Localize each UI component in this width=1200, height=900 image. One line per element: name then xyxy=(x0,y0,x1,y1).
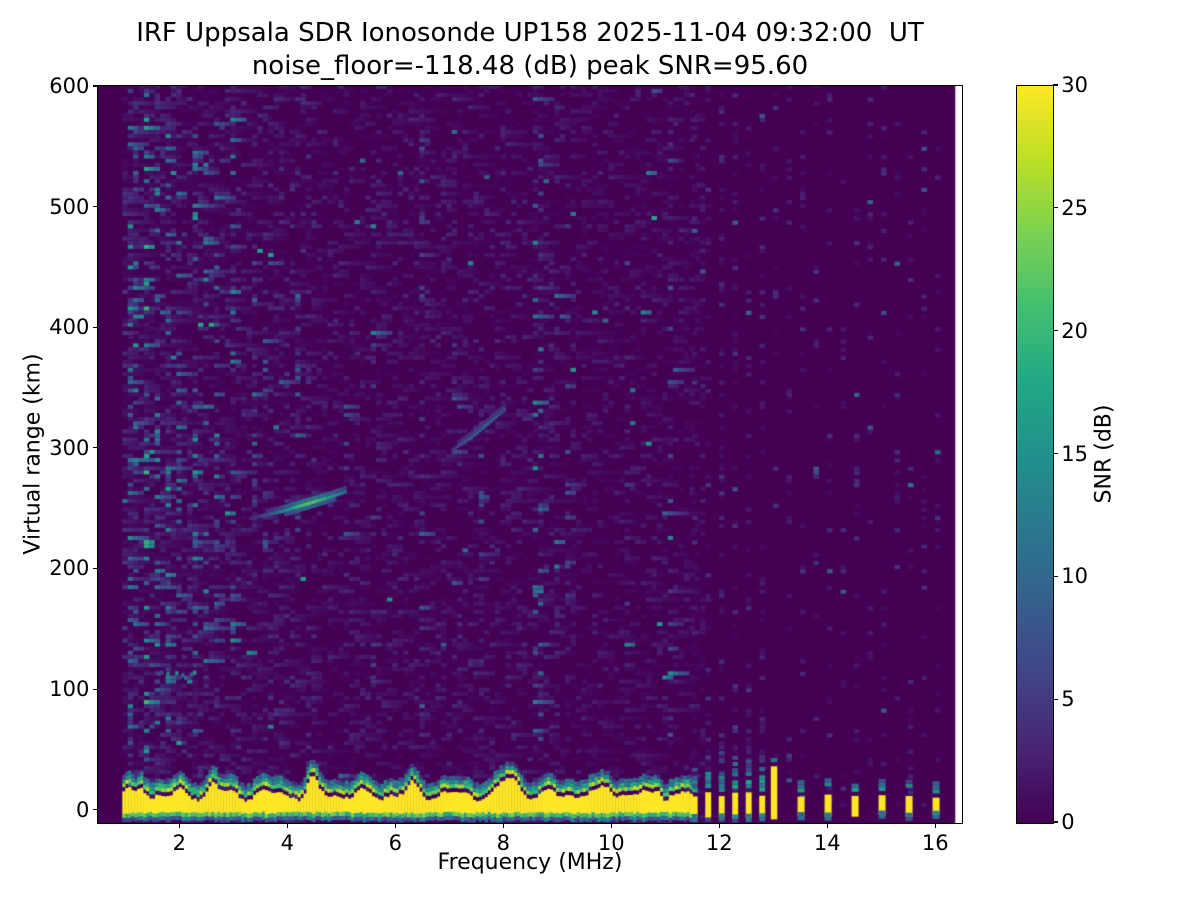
y-tick-label: 0 xyxy=(75,797,90,822)
colorbar-tick-mark xyxy=(1053,575,1058,577)
colorbar-label: SNR (dB) xyxy=(1091,404,1117,504)
x-tick-mark xyxy=(502,823,504,828)
colorbar-tick-mark xyxy=(1053,207,1058,209)
x-tick-label: 4 xyxy=(280,831,294,855)
colorbar-tick-mark xyxy=(1053,84,1058,86)
colorbar-tick-label: 15 xyxy=(1061,441,1089,466)
colorbar xyxy=(1016,85,1054,824)
y-tick-mark xyxy=(93,85,98,87)
y-tick-mark xyxy=(93,688,98,690)
y-tick-mark xyxy=(93,447,98,449)
x-tick-label: 16 xyxy=(921,831,949,855)
x-tick-mark xyxy=(826,823,828,828)
y-tick-label: 200 xyxy=(49,556,90,581)
y-tick-label: 100 xyxy=(49,677,90,702)
y-tick-label: 600 xyxy=(49,74,90,98)
y-tick-mark xyxy=(93,809,98,811)
colorbar-tick-label: 25 xyxy=(1061,195,1089,220)
y-tick-mark xyxy=(93,567,98,570)
y-tick-label: 300 xyxy=(49,435,90,460)
x-tick-label: 8 xyxy=(496,831,510,855)
y-tick-label: 500 xyxy=(49,194,90,219)
x-tick-mark xyxy=(934,823,936,828)
x-tick-mark xyxy=(178,823,180,828)
chart-title: IRF Uppsala SDR Ionosonde UP158 2025-11-… xyxy=(136,18,924,48)
colorbar-tick-mark xyxy=(1053,821,1058,823)
x-tick-label: 2 xyxy=(172,831,186,855)
x-tick-mark xyxy=(394,823,396,828)
y-tick-label: 400 xyxy=(49,315,90,340)
y-tick-mark xyxy=(93,206,98,208)
y-axis-label: Virtual range (km) xyxy=(20,353,46,555)
x-tick-label: 6 xyxy=(388,831,402,855)
colorbar-tick-mark xyxy=(1053,330,1058,332)
x-axis-label: Frequency (MHz) xyxy=(437,850,623,875)
colorbar-tick-mark xyxy=(1053,698,1058,700)
x-tick-mark xyxy=(610,823,612,828)
colorbar-tick-label: 20 xyxy=(1061,318,1089,343)
plot-area xyxy=(97,85,963,824)
colorbar-tick-label: 0 xyxy=(1061,810,1075,834)
x-tick-mark xyxy=(718,823,720,828)
x-tick-label: 14 xyxy=(813,831,841,855)
colorbar-tick-mark xyxy=(1053,452,1058,455)
x-tick-label: 10 xyxy=(597,831,625,855)
x-tick-label: 12 xyxy=(705,831,733,855)
colorbar-tick-label: 30 xyxy=(1061,73,1089,97)
x-tick-mark xyxy=(286,823,288,828)
colorbar-tick-label: 5 xyxy=(1061,687,1075,712)
colorbar-tick-label: 10 xyxy=(1061,564,1089,589)
chart-subtitle: noise_floor=-118.48 (dB) peak SNR=95.60 xyxy=(251,51,809,81)
y-tick-mark xyxy=(93,326,98,328)
ionogram-heatmap xyxy=(98,86,962,823)
